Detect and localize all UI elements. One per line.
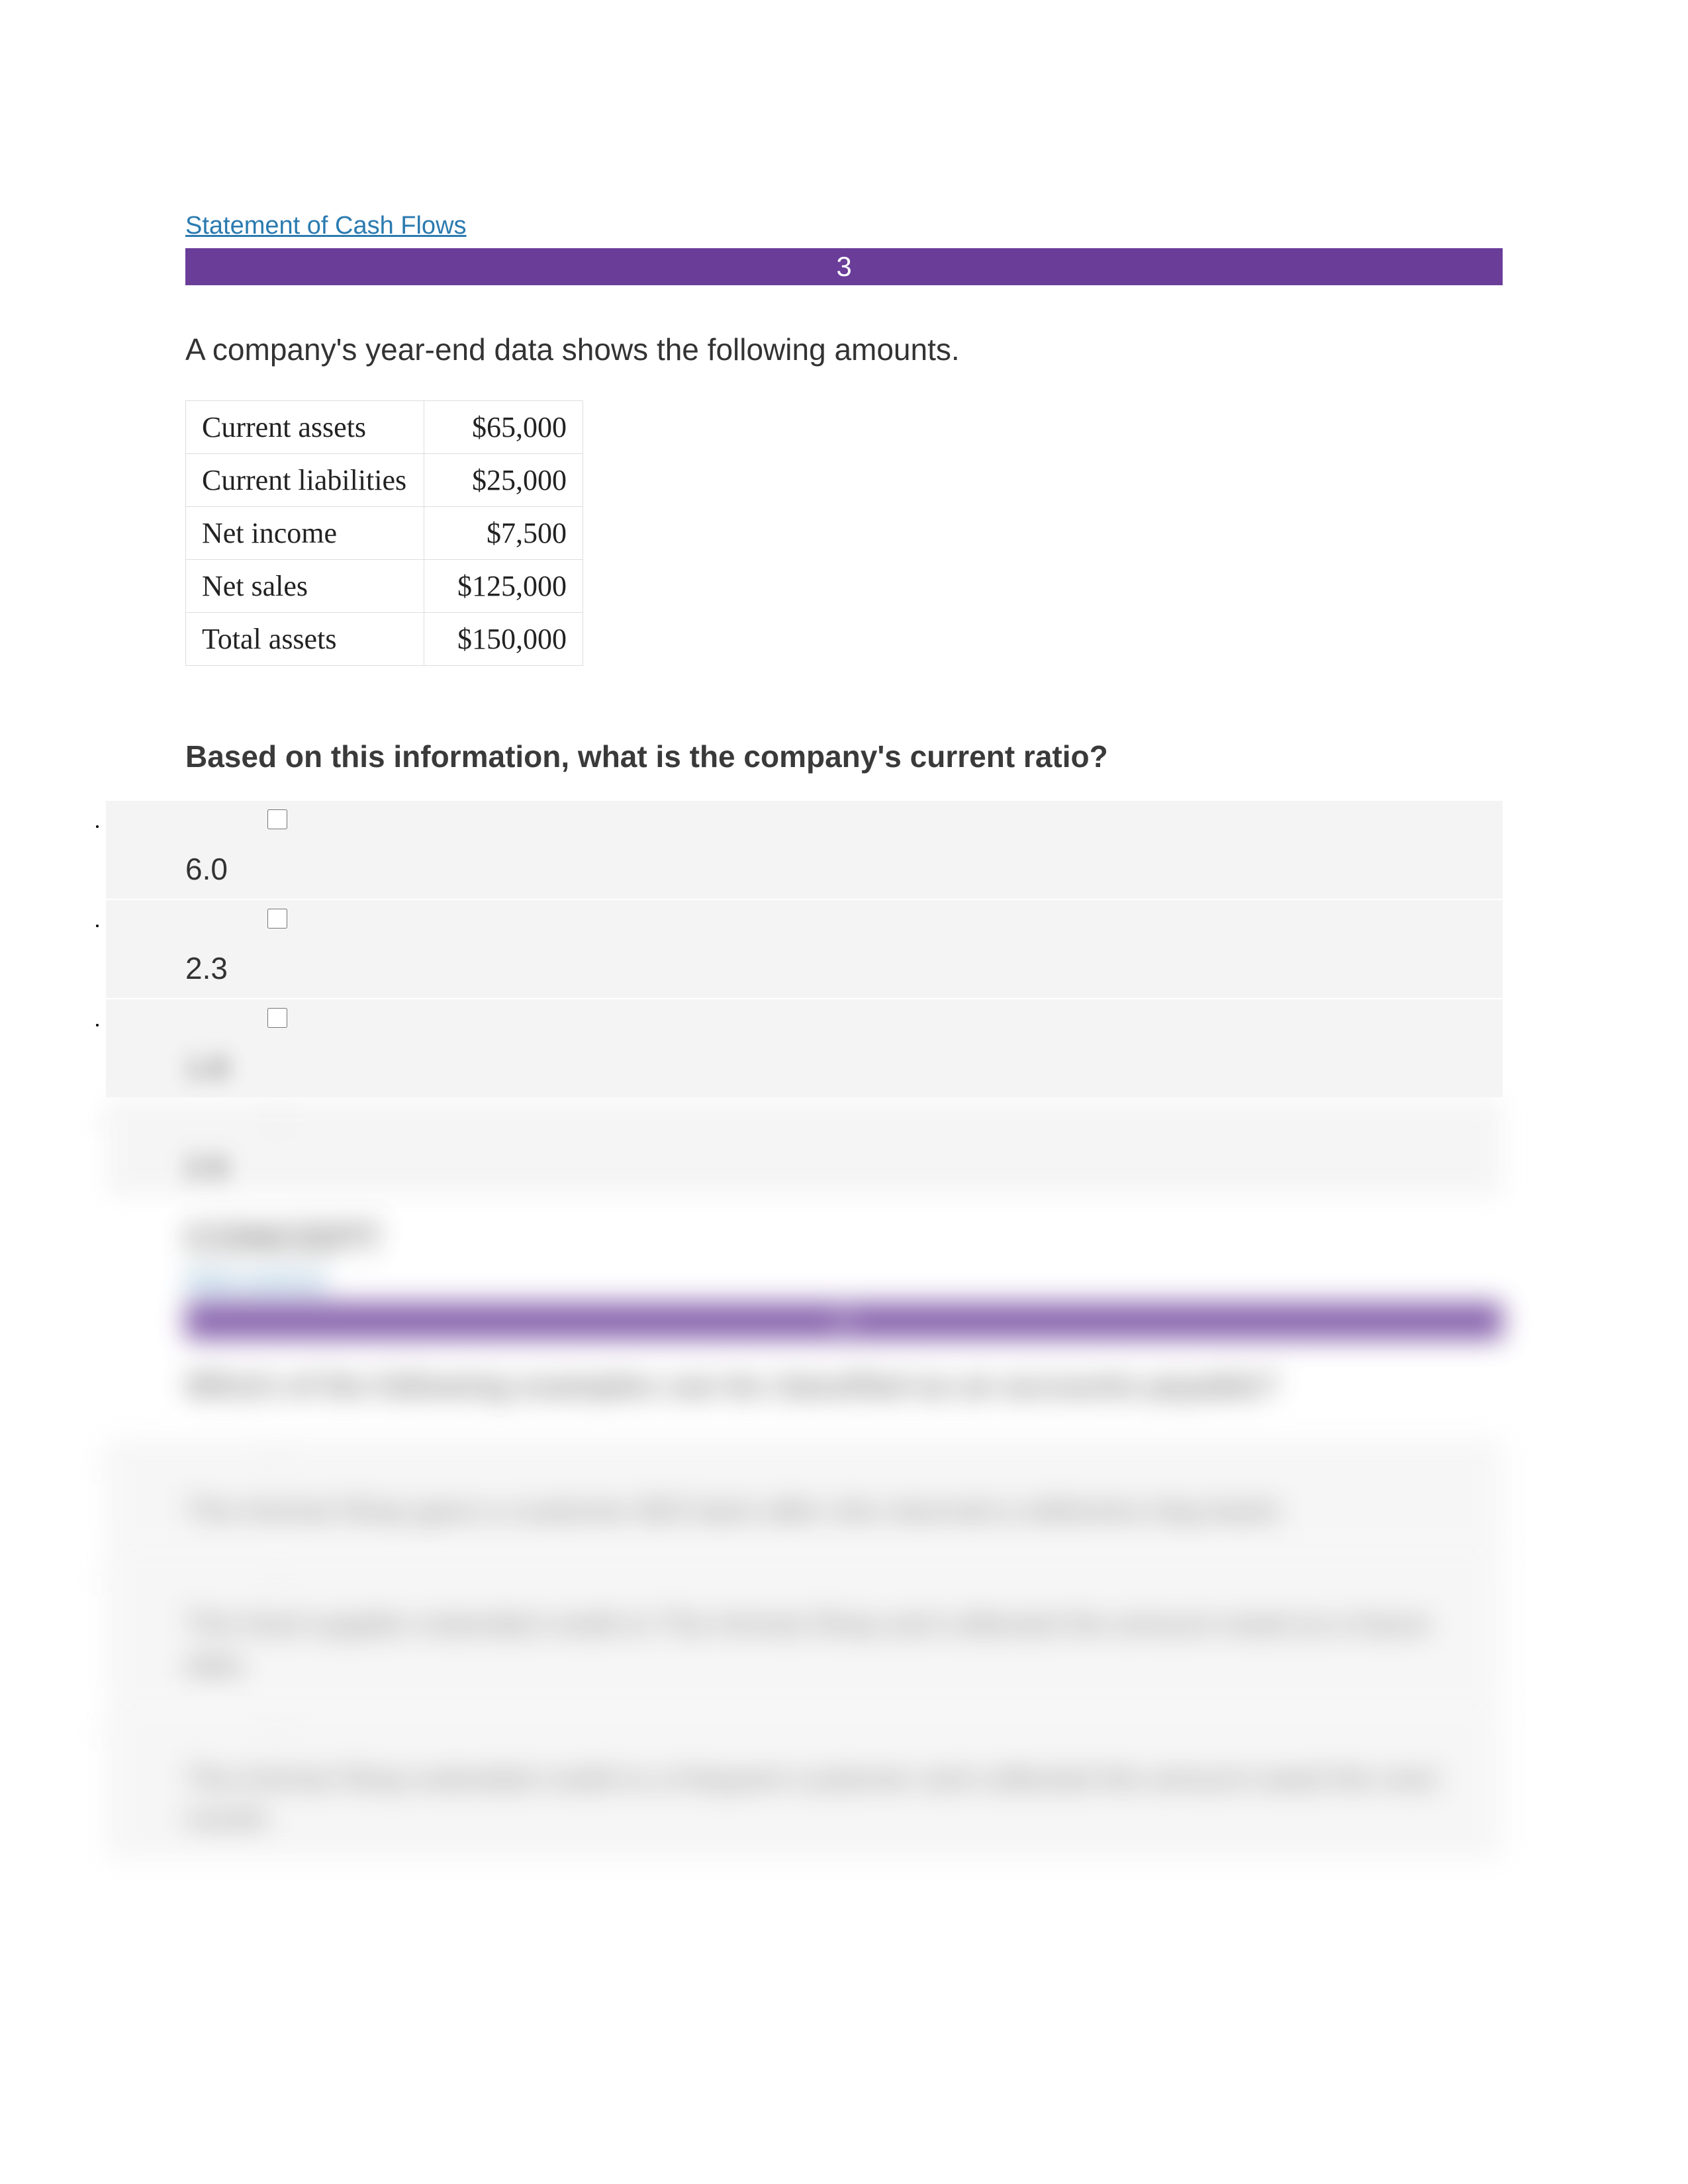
question-number-bar-2: 4	[185, 1302, 1503, 1340]
option-checkbox[interactable]	[267, 1447, 287, 1467]
option-item[interactable]: The Animal Shop gave a customer $20 back…	[106, 1439, 1503, 1551]
option-checkbox[interactable]	[267, 1561, 287, 1580]
intro-text: A company's year-end data shows the foll…	[185, 332, 1503, 367]
table-cell-value: $25,000	[424, 454, 583, 507]
option-label: The Animal Shop gave a customer $20 back…	[185, 1477, 1503, 1551]
concept-heading: CONCEPT	[185, 1216, 1503, 1261]
option-item[interactable]: 2.3	[106, 900, 1503, 998]
table-cell-label: Total assets	[186, 613, 424, 666]
option-item[interactable]: 1.8	[106, 999, 1503, 1097]
table-cell-value: $150,000	[424, 613, 583, 666]
option-label: 1.8	[185, 1038, 1503, 1097]
option-label: The food supplier extended credit to The…	[185, 1590, 1503, 1705]
question-2-text: Which of the following examples can be c…	[185, 1366, 1503, 1406]
table-cell-label: Current liabilities	[186, 454, 424, 507]
option-checkbox[interactable]	[267, 1107, 287, 1127]
option-label: 2.6	[185, 1137, 1503, 1197]
table-cell-value: $65,000	[424, 401, 583, 454]
table-row: Net income$7,500	[186, 507, 583, 560]
q1-options-list: 6.0 2.3 1.8 2.6	[106, 801, 1503, 1197]
option-checkbox[interactable]	[267, 1715, 287, 1735]
top-link[interactable]: Statement of Cash Flows	[185, 212, 467, 240]
option-checkbox[interactable]	[267, 1008, 287, 1028]
option-label: The Animal Shop extended credit to a fre…	[185, 1745, 1503, 1860]
option-item[interactable]: The Animal Shop extended credit to a fre…	[106, 1707, 1503, 1860]
concept-sublink[interactable]: Ratio Analysis	[185, 1267, 327, 1293]
option-item[interactable]: 6.0	[106, 801, 1503, 899]
option-label: 2.3	[185, 938, 1503, 998]
option-label: 6.0	[185, 839, 1503, 899]
option-checkbox[interactable]	[267, 809, 287, 829]
table-row: Current liabilities$25,000	[186, 454, 583, 507]
q2-options-list: The Animal Shop gave a customer $20 back…	[106, 1439, 1503, 1860]
table-cell-label: Current assets	[186, 401, 424, 454]
option-item[interactable]: The food supplier extended credit to The…	[106, 1552, 1503, 1705]
table-cell-value: $125,000	[424, 560, 583, 613]
question-number-bar: 3	[185, 248, 1503, 285]
table-cell-label: Net income	[186, 507, 424, 560]
table-cell-label: Net sales	[186, 560, 424, 613]
table-row: Total assets$150,000	[186, 613, 583, 666]
table-row: Net sales$125,000	[186, 560, 583, 613]
question-1-text: Based on this information, what is the c…	[185, 739, 1503, 774]
option-item[interactable]: 2.6	[106, 1099, 1503, 1197]
option-checkbox[interactable]	[267, 909, 287, 929]
table-row: Current assets$65,000	[186, 401, 583, 454]
table-cell-value: $7,500	[424, 507, 583, 560]
data-table: Current assets$65,000 Current liabilitie…	[185, 400, 583, 666]
